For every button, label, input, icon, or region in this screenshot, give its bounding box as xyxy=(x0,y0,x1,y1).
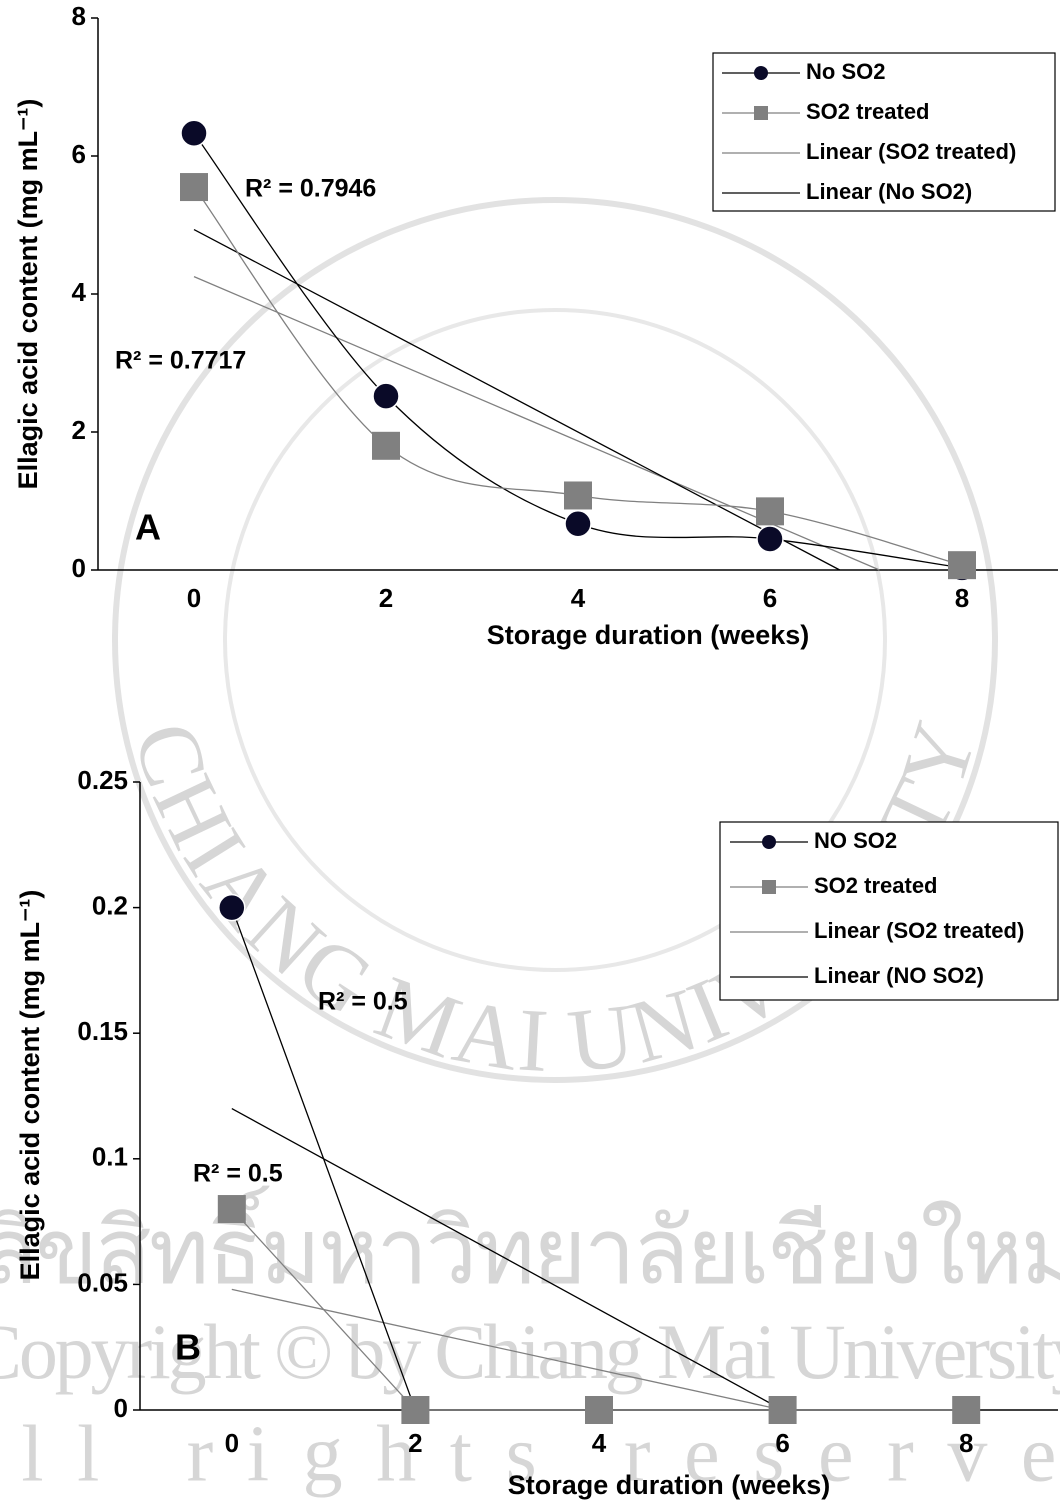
data-point xyxy=(952,1396,980,1424)
y-tick-label: 0.15 xyxy=(77,1016,128,1046)
x-tick-label: 0 xyxy=(225,1428,239,1458)
legend-marker xyxy=(762,880,776,894)
y-tick-label: 8 xyxy=(72,1,86,31)
y-tick-label: 0.25 xyxy=(77,765,128,795)
x-tick-label: 8 xyxy=(959,1428,973,1458)
y-tick-label: 4 xyxy=(72,277,87,307)
data-point xyxy=(756,497,784,525)
y-tick-label: 0.2 xyxy=(92,890,128,920)
watermark-thai: ลิขสิทธิ์มหาวิทยาลัยเชียงใหม่ xyxy=(0,1185,1060,1303)
r-squared-label: R² = 0.7946 xyxy=(245,175,376,203)
legend-label: Linear (SO2 treated) xyxy=(806,139,1016,164)
figure: CHIANG MAI UNIVERSITY ลิขสิทธิ์มหาวิทยาล… xyxy=(0,0,1060,1504)
legend-label: SO2 treated xyxy=(806,99,930,124)
trendline xyxy=(194,230,840,570)
y-tick-label: 2 xyxy=(72,415,86,445)
legend-label: NO SO2 xyxy=(814,828,897,853)
watermark-copyright: Copyright © by Chiang Mai University xyxy=(0,1308,1060,1395)
x-tick-label: 4 xyxy=(592,1428,607,1458)
x-tick-label: 6 xyxy=(763,583,777,613)
legend-marker xyxy=(754,106,768,120)
x-axis-title: Storage duration (weeks) xyxy=(508,1470,831,1500)
panel-label: B xyxy=(175,1327,201,1368)
page: CHIANG MAI UNIVERSITY ลิขสิทธิ์มหาวิทยาล… xyxy=(0,0,1060,1504)
data-point xyxy=(180,173,208,201)
y-tick-label: 0.1 xyxy=(92,1142,128,1172)
data-point xyxy=(565,511,591,537)
data-point xyxy=(948,551,976,579)
legend-label: Linear (NO SO2) xyxy=(814,963,984,988)
legend-label: SO2 treated xyxy=(814,873,938,898)
data-point xyxy=(564,481,592,509)
x-tick-label: 0 xyxy=(187,583,201,613)
y-axis-title: Ellagic acid content (mg mL⁻¹) xyxy=(13,99,43,490)
data-point xyxy=(769,1396,797,1424)
data-point xyxy=(401,1396,429,1424)
data-point xyxy=(219,895,245,921)
data-point xyxy=(181,120,207,146)
y-tick-label: 0.05 xyxy=(77,1267,128,1297)
data-point xyxy=(757,526,783,552)
trendline xyxy=(194,277,879,570)
x-tick-label: 8 xyxy=(955,583,969,613)
panel-label: A xyxy=(135,507,161,548)
r-squared-label: R² = 0.5 xyxy=(193,1160,283,1188)
data-point xyxy=(373,383,399,409)
r-squared-label: R² = 0.7717 xyxy=(115,347,246,375)
y-axis-title: Ellagic acid content (mg mL⁻¹) xyxy=(15,890,45,1281)
legend-label: Linear (SO2 treated) xyxy=(814,918,1024,943)
legend-marker xyxy=(754,66,768,80)
r-squared-label: R² = 0.5 xyxy=(318,988,408,1016)
x-tick-label: 4 xyxy=(571,583,586,613)
legend-label: Linear (No SO2) xyxy=(806,179,972,204)
x-tick-label: 6 xyxy=(775,1428,789,1458)
legend-label: No SO2 xyxy=(806,59,885,84)
x-tick-label: 2 xyxy=(408,1428,422,1458)
y-tick-label: 6 xyxy=(72,139,86,169)
data-point xyxy=(372,432,400,460)
y-tick-label: 0 xyxy=(114,1393,128,1423)
data-point xyxy=(218,1195,246,1223)
x-axis-title: Storage duration (weeks) xyxy=(487,620,810,650)
legend-marker xyxy=(762,835,776,849)
data-point xyxy=(585,1396,613,1424)
y-tick-label: 0 xyxy=(72,553,86,583)
x-tick-label: 2 xyxy=(379,583,393,613)
